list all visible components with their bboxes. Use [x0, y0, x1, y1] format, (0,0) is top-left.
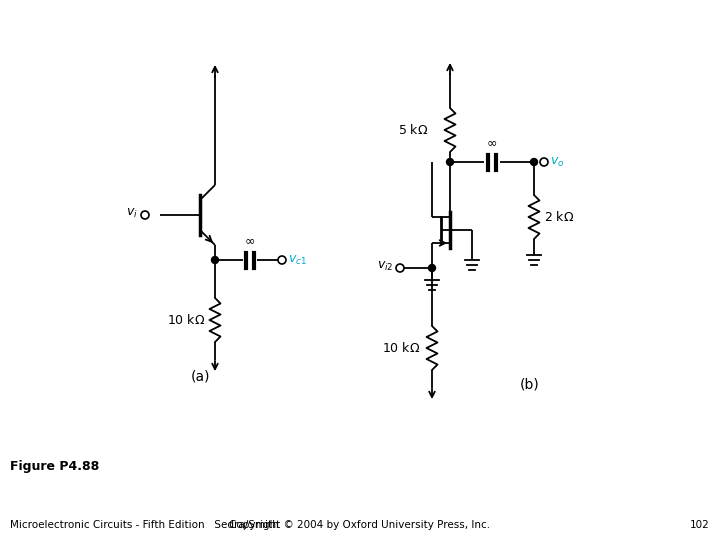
Text: 2 k$\Omega$: 2 k$\Omega$ [544, 210, 575, 224]
Text: $\infty$: $\infty$ [487, 136, 498, 149]
Text: Figure P4.88: Figure P4.88 [10, 460, 99, 473]
Text: $v_i$: $v_i$ [126, 206, 138, 220]
Text: Copyright © 2004 by Oxford University Press, Inc.: Copyright © 2004 by Oxford University Pr… [230, 520, 490, 530]
Text: 102: 102 [690, 520, 710, 530]
Text: $\infty$: $\infty$ [244, 234, 256, 247]
Text: 5 k$\Omega$: 5 k$\Omega$ [398, 123, 428, 137]
Text: 10 k$\Omega$: 10 k$\Omega$ [382, 341, 420, 355]
Text: $v_{i2}$: $v_{i2}$ [377, 259, 393, 273]
Text: $v_{c1}$: $v_{c1}$ [288, 253, 307, 267]
Text: Microelectronic Circuits - Fifth Edition   Sedra/Smith: Microelectronic Circuits - Fifth Edition… [10, 520, 279, 530]
Text: 10 k$\Omega$: 10 k$\Omega$ [167, 313, 205, 327]
Text: (b): (b) [520, 378, 540, 392]
Circle shape [428, 265, 436, 272]
Text: (a): (a) [190, 370, 210, 384]
Circle shape [212, 256, 218, 264]
Text: $v_o$: $v_o$ [550, 156, 564, 168]
Circle shape [446, 159, 454, 165]
Circle shape [531, 159, 538, 165]
